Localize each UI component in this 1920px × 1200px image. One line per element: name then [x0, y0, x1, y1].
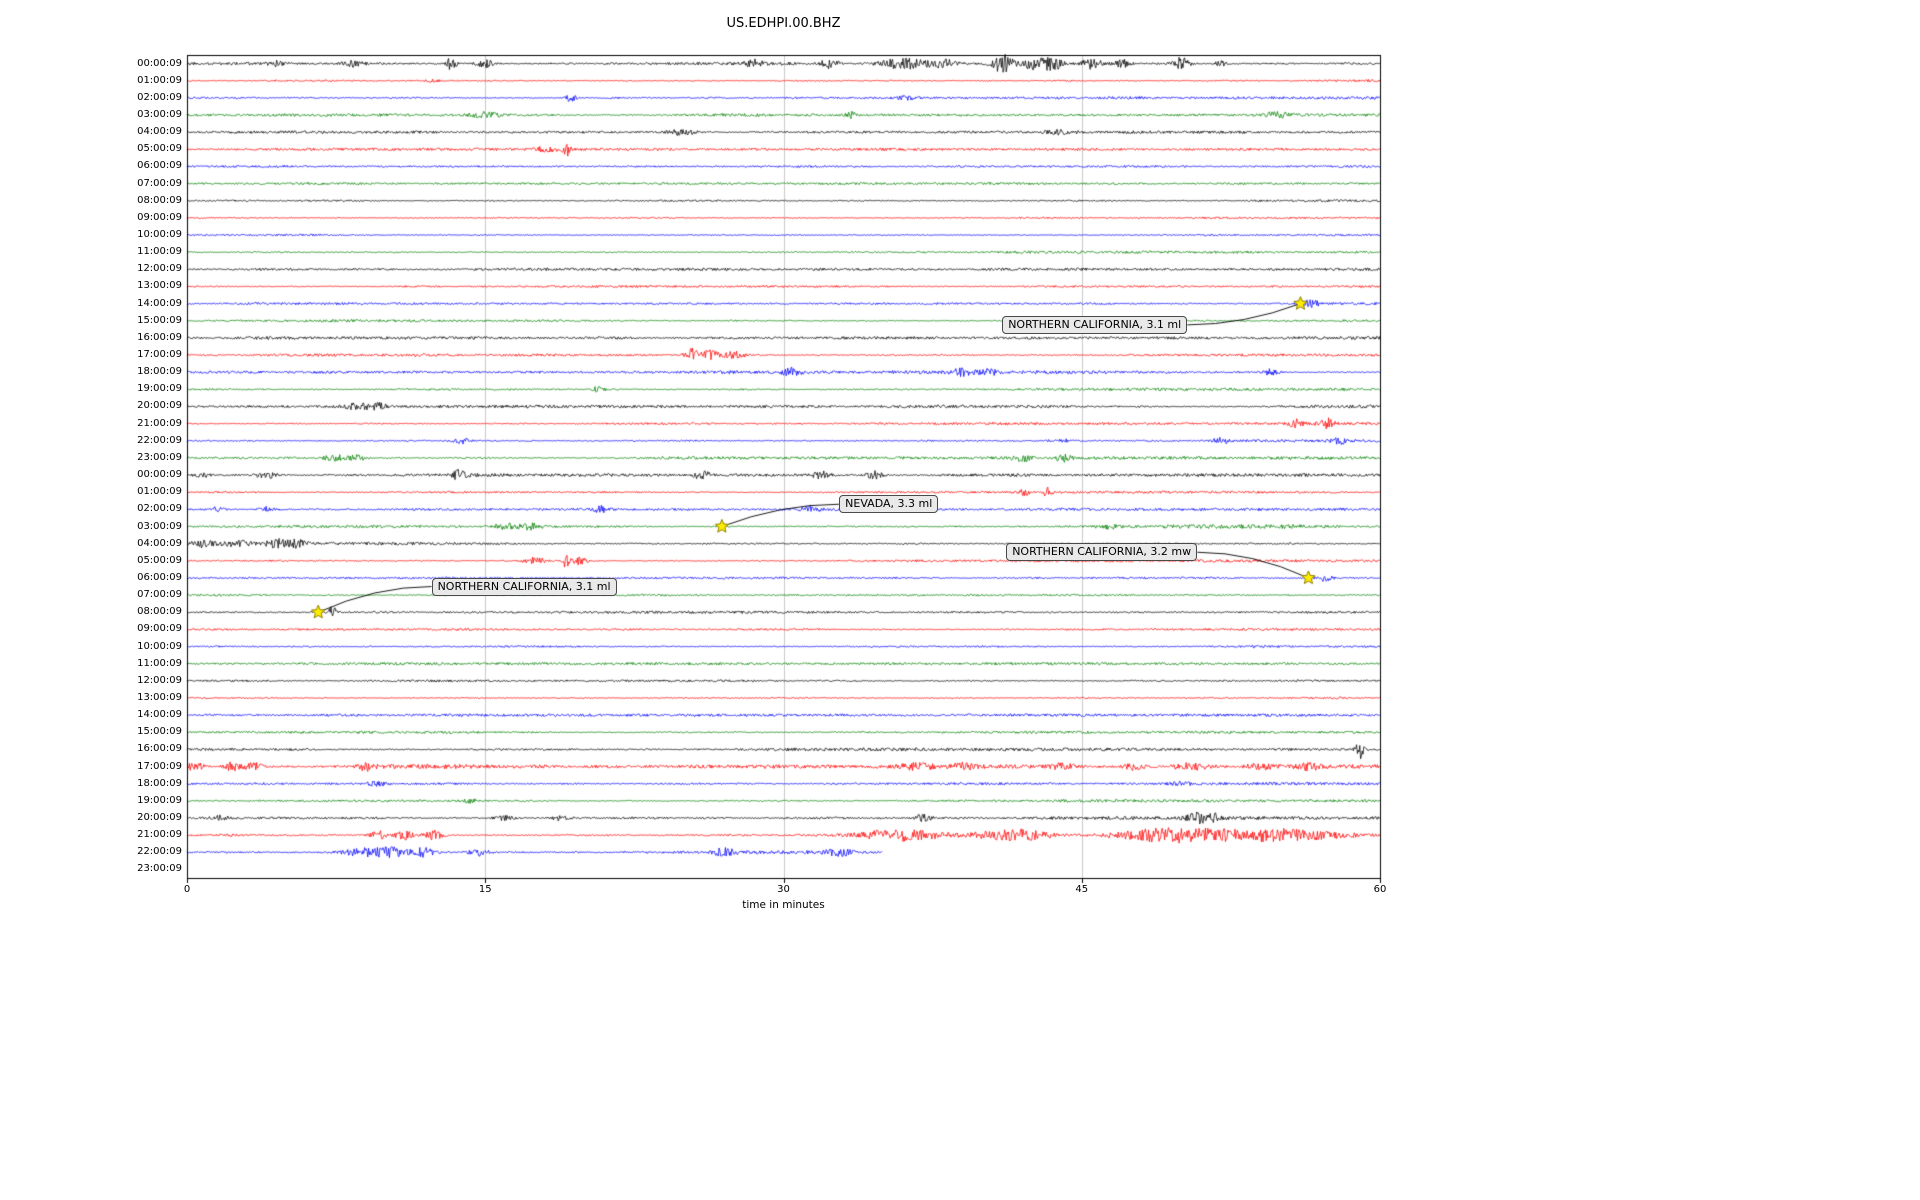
chart-title: US.EDHPI.00.BHZ	[726, 16, 841, 31]
x-axis-label: time in minutes	[742, 899, 825, 911]
